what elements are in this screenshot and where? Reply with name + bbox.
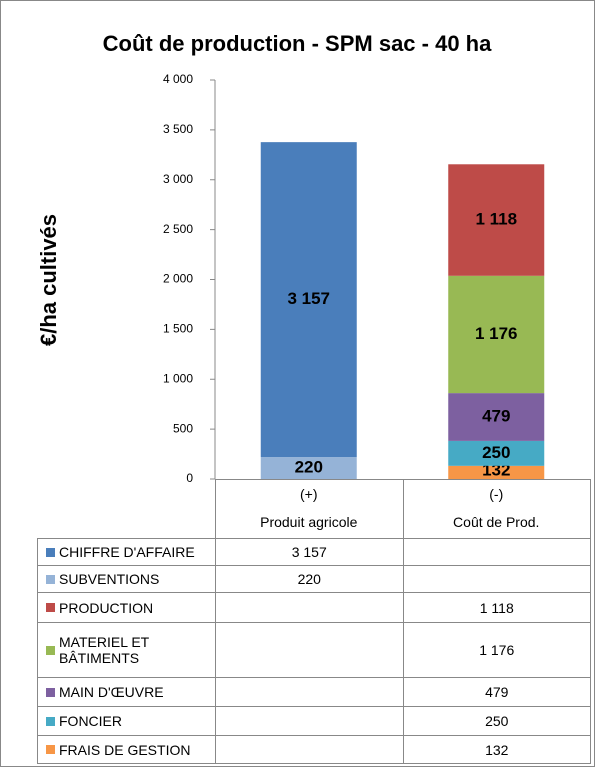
y-tick-label: 2 000 <box>163 272 193 286</box>
y-tick-label: 1 500 <box>163 322 193 336</box>
legend-row: FONCIER <box>37 706 216 736</box>
bar-segment <box>448 440 545 466</box>
legend-swatch <box>46 745 55 754</box>
data-label: 3 157 <box>287 289 330 308</box>
table-cell: 3 157 <box>215 538 404 566</box>
table-value: 3 157 <box>291 544 327 560</box>
data-label: 479 <box>482 406 510 425</box>
y-tick-label: 1 000 <box>163 371 193 385</box>
y-tick-label: 4 000 <box>163 72 193 86</box>
legend-row: SUBVENTIONS <box>37 565 216 593</box>
data-label: 220 <box>295 458 323 477</box>
legend-swatch <box>46 716 55 726</box>
category-sign: (+) <box>300 486 318 502</box>
legend-label: CHIFFRE D'AFFAIRE <box>59 544 195 560</box>
category-label: Produit agricole <box>260 514 358 530</box>
y-tick-label: 500 <box>173 421 193 435</box>
category-sign: (-) <box>489 486 504 502</box>
table-cell: 250 <box>402 706 591 736</box>
y-tick-label: 3 000 <box>163 172 193 186</box>
legend-label: MATERIEL ET BÂTIMENTS <box>59 634 149 666</box>
table-cell: 132 <box>402 735 591 764</box>
table-cell <box>215 677 404 707</box>
bar-segment <box>260 457 357 479</box>
legend-label: FONCIER <box>59 713 122 729</box>
table-cell <box>215 735 404 764</box>
legend-label: FRAIS DE GESTION <box>59 741 191 758</box>
table-cell <box>402 538 591 566</box>
table-border <box>402 479 591 539</box>
bar-segment <box>448 393 545 441</box>
table-value: 220 <box>297 571 321 587</box>
table-cell <box>215 706 404 736</box>
table-cell: 1 118 <box>402 592 591 623</box>
table-cell: 220 <box>215 565 404 593</box>
legend-label: SUBVENTIONS <box>59 571 160 587</box>
bar-segment <box>448 275 545 394</box>
legend-row: PRODUCTION <box>37 592 216 623</box>
legend-label: PRODUCTION <box>59 599 154 616</box>
data-label: 250 <box>482 443 510 462</box>
legend-swatch <box>46 603 55 612</box>
legend-row: MAIN D'ŒUVRE <box>37 677 216 707</box>
bar-segment <box>448 465 545 479</box>
table-value: 1 176 <box>479 642 515 658</box>
y-tick-label: 2 500 <box>163 222 193 236</box>
table-cell <box>402 565 591 593</box>
legend-swatch <box>46 574 55 584</box>
table-cell <box>215 622 404 678</box>
y-tick-label: 3 500 <box>163 122 193 136</box>
legend-swatch <box>46 645 55 655</box>
table-value: 479 <box>485 684 509 700</box>
table-cell: 1 176 <box>402 622 591 678</box>
table-value: 250 <box>485 713 509 729</box>
legend-swatch <box>46 687 55 697</box>
bar-segment <box>260 142 357 458</box>
category-label: Coût de Prod. <box>453 514 540 530</box>
table-value: 1 118 <box>479 599 514 616</box>
y-tick-label: 0 <box>186 471 193 485</box>
legend-row: CHIFFRE D'AFFAIRE <box>37 538 216 566</box>
legend-swatch <box>46 547 55 557</box>
table-value: 132 <box>485 741 509 758</box>
data-label: 1 118 <box>475 210 517 229</box>
data-label: 1 176 <box>475 324 518 343</box>
bar-segment <box>448 164 545 276</box>
table-cell: 479 <box>402 677 591 707</box>
y-axis-title: €/ha cultivés <box>36 214 61 346</box>
table-border <box>215 479 404 539</box>
table-cell <box>215 592 404 623</box>
legend-row: MATERIEL ET BÂTIMENTS <box>37 622 216 678</box>
legend-label: MAIN D'ŒUVRE <box>59 684 164 700</box>
legend-row: FRAIS DE GESTION <box>37 735 216 764</box>
chart-title: Coût de production - SPM sac - 40 ha <box>103 31 492 56</box>
